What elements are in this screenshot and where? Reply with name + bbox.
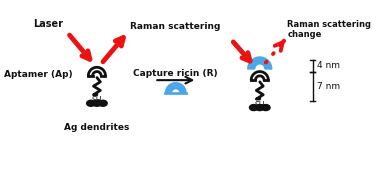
Text: 4 nm: 4 nm — [317, 61, 340, 70]
Text: Aptamer (Ap): Aptamer (Ap) — [4, 70, 73, 79]
Text: Ag dendrites: Ag dendrites — [64, 123, 130, 132]
Text: SH: SH — [92, 96, 102, 105]
Ellipse shape — [86, 100, 95, 106]
Polygon shape — [248, 57, 272, 69]
Ellipse shape — [99, 100, 107, 106]
Ellipse shape — [261, 105, 270, 110]
Ellipse shape — [255, 105, 264, 110]
Ellipse shape — [92, 100, 101, 106]
Text: Laser: Laser — [33, 19, 64, 29]
Text: 7 nm: 7 nm — [317, 82, 340, 91]
Text: Raman scattering: Raman scattering — [130, 22, 221, 31]
Polygon shape — [165, 83, 186, 93]
Ellipse shape — [250, 105, 258, 110]
Text: Raman scattering
change: Raman scattering change — [287, 20, 371, 39]
Text: Capture ricin (R): Capture ricin (R) — [133, 69, 218, 78]
Text: SH: SH — [255, 101, 265, 110]
